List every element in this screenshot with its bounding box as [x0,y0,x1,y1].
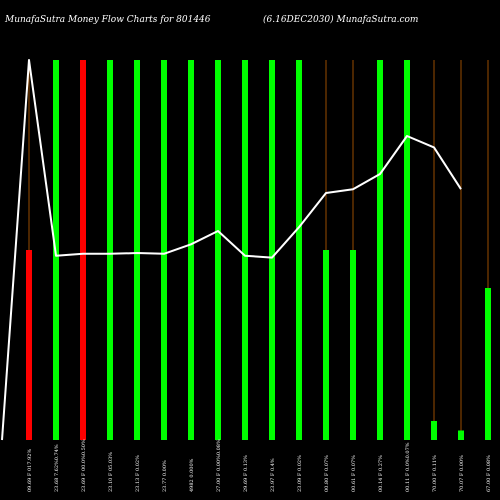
bar-11 [323,250,329,440]
x-tick-label-8: 29.69 F 0.13% [243,455,249,492]
bar-15 [431,421,437,440]
x-tick-label-14: 00.11 F 0.0%0.07% [405,442,411,492]
x-tick-label-12: 00.61 F 0.07% [351,455,357,492]
x-tick-label-1: 23.68 7.62%0.74% [54,444,60,492]
x-tick-label-10: 23.09 F 0.02% [297,455,303,492]
bar-4 [134,60,140,440]
line-group [1,59,462,441]
bar-0 [26,250,32,440]
money-flow-line [1,59,462,441]
bar-10 [296,60,302,440]
bar-3 [107,60,113,440]
x-tick-label-9: 23.97 F 0.4% [270,458,276,492]
bar-7 [215,60,221,440]
x-tick-label-17: 67.00 F 0.08% [486,455,492,492]
bar-2 [80,60,86,440]
x-tick-label-7: 27.00 F 0.00%0.08% [216,439,222,492]
chart-title-left: MunafaSutra Money Flow Charts for 801446 [4,15,211,25]
bar-6 [188,60,194,440]
x-tick-label-13: 00.14 F 0.27% [378,455,384,492]
x-tick-label-0: 09.69 F 017.92% [27,449,33,492]
chart-title-right: (6.16DEC2030) MunafaSutra.com [263,14,418,25]
x-tick-label-4: 23.13 F 0.02% [135,455,141,492]
x-tick-label-16: 70.07 F 0.00% [459,455,465,492]
bar-5 [161,60,167,440]
x-tick-label-15: 70.00 F 0.11% [432,455,438,492]
x-tick-label-11: 00.80 F 0.07% [324,455,330,492]
x-tick-label-5: 23.77 0.00% [162,460,168,492]
bar-9 [269,60,275,440]
bar-8 [242,60,248,440]
stem-group [28,60,489,440]
bar-16 [458,430,464,440]
bar-12 [350,250,356,440]
bar-13 [377,60,383,440]
x-tick-label-2: 23.69 F 00.0%0.50% [81,439,87,492]
x-tick-label-6: 4982 0.000% [189,458,195,492]
bar-group [26,60,491,440]
x-tick-group: 09.69 F 017.92% 23.68 7.62%0.74% 23.69 F 0… [27,439,492,492]
x-tick-label-3: 23.10 F 05.03% [108,452,114,492]
bar-14 [404,60,410,440]
bar-17 [485,288,491,440]
